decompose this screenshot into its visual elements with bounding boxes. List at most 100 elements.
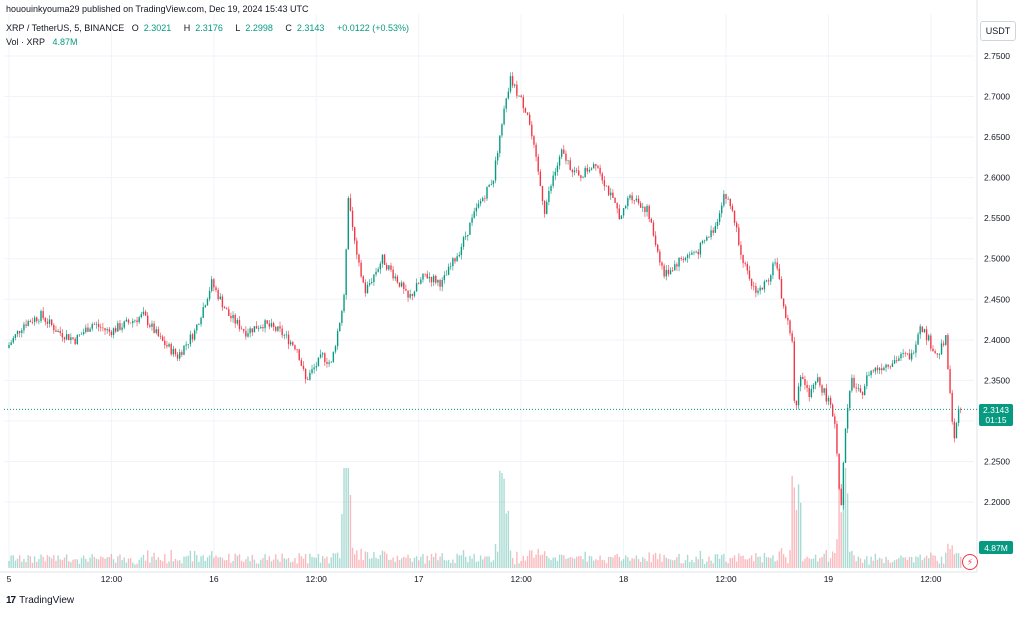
volume-bar	[872, 560, 874, 568]
volume-bar	[599, 555, 601, 568]
candle	[646, 204, 648, 217]
candle	[706, 235, 708, 242]
candle	[153, 320, 155, 334]
volume-bar	[315, 557, 317, 568]
candle	[349, 193, 352, 212]
candle	[669, 267, 672, 275]
volume-bar	[925, 555, 928, 568]
candle	[134, 319, 136, 323]
bar-countdown: 01:15	[985, 415, 1007, 425]
candle	[846, 404, 849, 434]
volume-bar	[74, 559, 76, 568]
candle	[435, 274, 437, 285]
candle	[243, 328, 245, 334]
volume-bar	[304, 553, 307, 568]
volume-bar	[149, 562, 151, 568]
volume-bar	[650, 562, 653, 568]
candle	[537, 153, 539, 176]
volume-bar	[117, 556, 119, 568]
volume-bar	[896, 559, 898, 568]
candle	[921, 326, 924, 333]
volume-bar	[208, 555, 211, 568]
candle	[836, 420, 838, 457]
volume-bar	[714, 554, 717, 568]
volume-bar	[221, 557, 224, 568]
candles	[8, 72, 962, 510]
volume-bar	[452, 559, 454, 568]
volume-bar	[426, 555, 428, 568]
symbol-name[interactable]: XRP / TetherUS, 5, BINANCE	[6, 23, 125, 33]
volume-bar	[70, 562, 72, 568]
volume-bar	[447, 559, 450, 568]
volume-label[interactable]: Vol · XRP	[6, 37, 46, 47]
volume-bar	[834, 552, 836, 568]
candle	[868, 371, 870, 377]
volume-bar	[441, 553, 443, 568]
candle	[407, 290, 409, 302]
candle	[334, 344, 337, 354]
volume-bar	[528, 550, 531, 568]
candle	[654, 231, 657, 247]
volume-bar	[144, 560, 147, 568]
candle	[945, 335, 947, 347]
candle	[680, 256, 682, 262]
candle	[578, 165, 580, 177]
volume-bar	[23, 558, 25, 568]
candle	[257, 325, 260, 332]
volume-legend: Vol · XRP 4.87M	[6, 37, 83, 47]
candle	[104, 327, 106, 335]
candle	[543, 199, 546, 218]
candle	[161, 334, 164, 342]
volume-bar	[917, 557, 919, 568]
candle	[893, 355, 896, 365]
axes: 2.7500 2.7000 2.6500 2.6000 2.5500 2.5000 2.45…	[0, 0, 1010, 584]
volume-bar	[689, 562, 691, 568]
volume-bar	[114, 562, 117, 568]
candle	[80, 331, 83, 335]
volume-bar	[390, 559, 392, 568]
candle	[627, 195, 629, 210]
volume-bar	[563, 555, 565, 568]
candle	[650, 217, 653, 223]
volume-bar	[915, 556, 917, 568]
volume-bar	[228, 553, 230, 568]
lightning-icon[interactable]: ⚡	[962, 554, 978, 570]
change-value: +0.0122 (+0.53%)	[336, 23, 410, 33]
volume-bar	[202, 555, 204, 568]
volume-bar	[908, 556, 911, 568]
grid	[4, 14, 974, 566]
volume-bar	[733, 555, 736, 568]
volume-bar	[31, 562, 34, 568]
candle	[526, 112, 529, 116]
volume-bar	[300, 556, 303, 568]
volume-bar	[676, 557, 678, 568]
volume-bar	[462, 550, 465, 568]
volume-bar	[782, 554, 785, 568]
volume-bar	[825, 550, 827, 568]
tradingview-logo: 17 TradingView	[6, 595, 74, 606]
volume-bar	[134, 564, 136, 568]
currency-button[interactable]: USDT	[980, 21, 1016, 41]
volume-bar	[294, 558, 296, 568]
candle	[599, 164, 601, 177]
candle	[255, 321, 258, 329]
close-value: C 2.3143	[285, 23, 325, 33]
volume-bar	[123, 557, 125, 568]
candle	[840, 484, 842, 506]
candle	[345, 248, 347, 300]
volume-bar	[601, 560, 603, 568]
candle	[501, 123, 503, 138]
volume-bar	[597, 560, 599, 568]
x-tick-label: 12:00	[101, 574, 123, 584]
candle	[524, 107, 527, 114]
candle	[919, 323, 921, 339]
volume-bar	[104, 558, 106, 568]
volume-bar	[272, 559, 275, 568]
candle	[665, 265, 667, 281]
volume-bar	[435, 552, 437, 568]
volume-bar	[386, 553, 388, 568]
candle	[923, 328, 926, 334]
volume-bar	[275, 554, 277, 568]
